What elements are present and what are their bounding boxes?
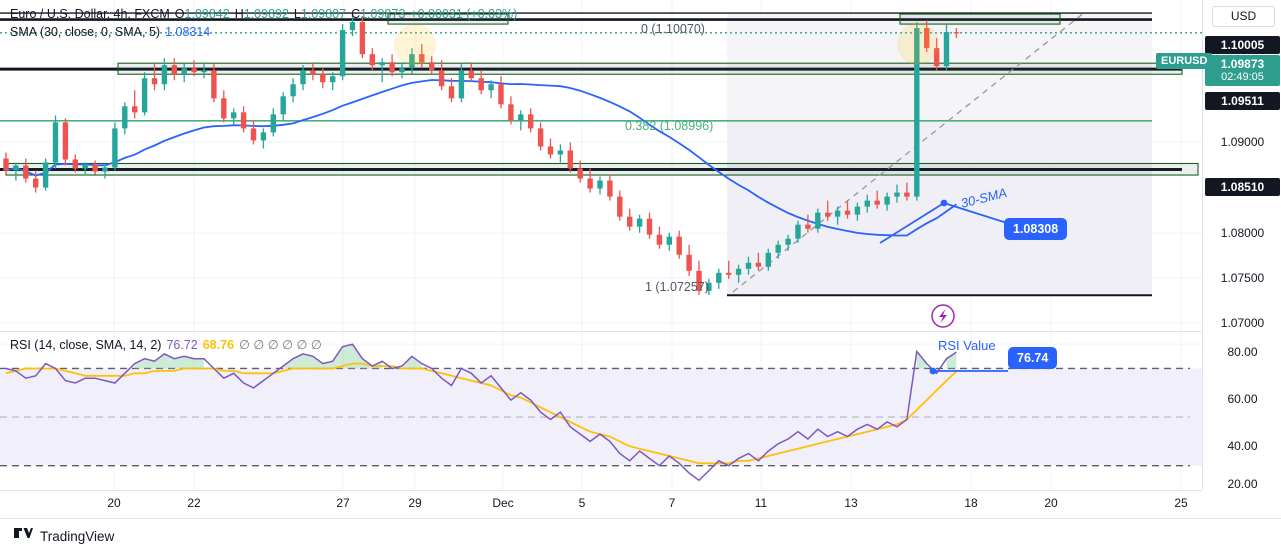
time-tick: 25 [1174, 496, 1188, 510]
rsi-indicator-pane[interactable] [0, 332, 1202, 490]
rsi-legend[interactable]: RSI (14, close, SMA, 14, 2) 76.72 68.76 ∅ ∅… [10, 337, 322, 352]
symbol-title: Euro / U.S. Dollar, 4h, FXCM [10, 7, 170, 21]
rsi-tick: 40.00 [1227, 439, 1258, 453]
current-price-badge: 1.09873 02:49:05 [1205, 55, 1280, 86]
ohlc-key-l: L [293, 7, 301, 21]
price-level-badge: 1.08510 [1205, 178, 1280, 196]
fib-label-0: 0 (1.10070) [641, 22, 705, 36]
current-price-value: 1.09873 [1220, 57, 1265, 71]
fib-label-0382: 0.382 (1.08996) [625, 119, 714, 133]
time-tick: 7 [668, 496, 676, 510]
ohlc-key-o: O [174, 7, 185, 21]
sma-legend[interactable]: SMA (30, close, 0, SMA, 5) 1.08314 [10, 25, 210, 39]
price-tick: 1.07500 [1220, 271, 1265, 285]
price-tick: 1.08000 [1220, 226, 1265, 240]
ohlc-values: O1.09842 H1.09892 L1.09807 C1.09873 [175, 7, 406, 21]
time-tick: 20 [1044, 496, 1058, 510]
ohlc-val-c: 1.09873 [360, 7, 406, 21]
rsi-sma-value: 68.76 [202, 338, 235, 352]
rsi-tick: 20.00 [1227, 477, 1258, 491]
time-tick: 11 [754, 496, 768, 510]
time-tick: 18 [964, 496, 978, 510]
alert-lightning-icon[interactable] [931, 304, 955, 328]
rsi-tick: 80.00 [1227, 345, 1258, 359]
rsi-null-values: ∅ ∅ ∅ ∅ ∅ ∅ [239, 338, 322, 352]
rsi-value-tag: 76.74 [1008, 347, 1058, 369]
time-tick: 20 [107, 496, 121, 510]
time-tick: 13 [844, 496, 858, 510]
rsi-annotation-label: RSI Value [938, 338, 996, 353]
time-tick: 22 [187, 496, 201, 510]
price-tick: 1.09000 [1220, 135, 1265, 149]
sma-value-tag: 1.08308 [1004, 218, 1068, 240]
rsi-tick: 60.00 [1227, 392, 1258, 406]
price-level-badge: 1.09511 [1205, 92, 1280, 110]
time-tick: 5 [578, 496, 586, 510]
symbol-legend[interactable]: Euro / U.S. Dollar, 4h, FXCM O1.09842 H1.0… [10, 7, 517, 21]
fib-label-1: 1 (1.07257) [645, 280, 709, 294]
symbol-price-badge: EURUSD [1156, 53, 1213, 69]
tradingview-wordmark: TradingView [40, 528, 115, 544]
rsi-legend-label: RSI (14, close, SMA, 14, 2) [10, 338, 162, 352]
tradingview-mark-icon [14, 528, 33, 544]
rsi-chart-canvas [0, 332, 1202, 490]
change-value: +0.00031 (+0.03%) [410, 7, 518, 21]
sma-legend-label: SMA (30, close, 0, SMA, 5) [10, 25, 161, 39]
time-tick: 27 [336, 496, 350, 510]
price-tick: 1.07000 [1220, 316, 1265, 330]
price-level-badge: 1.10005 [1205, 36, 1280, 54]
ohlc-val-l: 1.09807 [300, 7, 347, 21]
ohlc-key-h: H [234, 7, 244, 21]
time-tick: Dec [492, 496, 514, 510]
ohlc-key-c: C [351, 7, 361, 21]
ohlc-val-o: 1.09842 [184, 7, 230, 21]
rsi-legend-value: 76.72 [166, 338, 198, 352]
ohlc-val-h: 1.09892 [243, 7, 289, 21]
price-chart-pane[interactable] [0, 0, 1202, 331]
pane-divider [0, 331, 1202, 332]
time-tick: 29 [408, 496, 422, 510]
bar-countdown: 02:49:05 [1221, 71, 1264, 83]
tv-glyph-icon [14, 528, 33, 538]
price-axis[interactable]: USD 1.09000 1.08000 1.07500 1.07000 1.10005… [1202, 0, 1281, 491]
price-chart-canvas [0, 0, 1202, 331]
tradingview-logo[interactable]: TradingView [14, 528, 114, 544]
footer-bar: TradingView [0, 518, 1281, 554]
currency-chip[interactable]: USD [1212, 6, 1275, 27]
sma-legend-value: 1.08314 [165, 25, 211, 39]
time-axis[interactable]: 20 22 27 29 Dec 5 7 11 13 18 20 25 [0, 490, 1202, 519]
